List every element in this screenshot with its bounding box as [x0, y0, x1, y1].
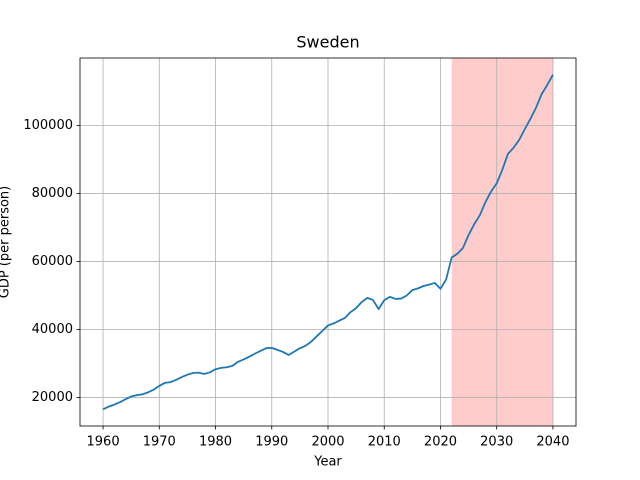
x-tick-label: 1990	[255, 435, 288, 450]
x-tick-label: 2000	[311, 435, 344, 450]
x-tick-label: 1960	[87, 435, 120, 450]
plot-frame	[79, 57, 577, 427]
data-line	[102, 74, 554, 411]
x-tick-label: 2030	[480, 435, 513, 450]
x-tick-label: 1970	[143, 435, 176, 450]
y-tick-label: 40000	[32, 322, 73, 337]
highlight-region	[451, 58, 553, 426]
y-tick-label: 100000	[23, 118, 73, 133]
y-tick-label: 20000	[32, 390, 73, 405]
x-tick-label: 1980	[199, 435, 232, 450]
x-axis-label: Year	[313, 455, 342, 470]
y-tick-label: 80000	[32, 186, 73, 201]
x-tick-label: 2020	[424, 435, 457, 450]
y-tick-label: 60000	[32, 254, 73, 269]
x-tick-label: 2010	[368, 435, 401, 450]
chart-title: Sweden	[296, 33, 359, 52]
y-axis-label: GDP (per person)	[0, 186, 13, 299]
x-tick-label: 2040	[536, 435, 569, 450]
